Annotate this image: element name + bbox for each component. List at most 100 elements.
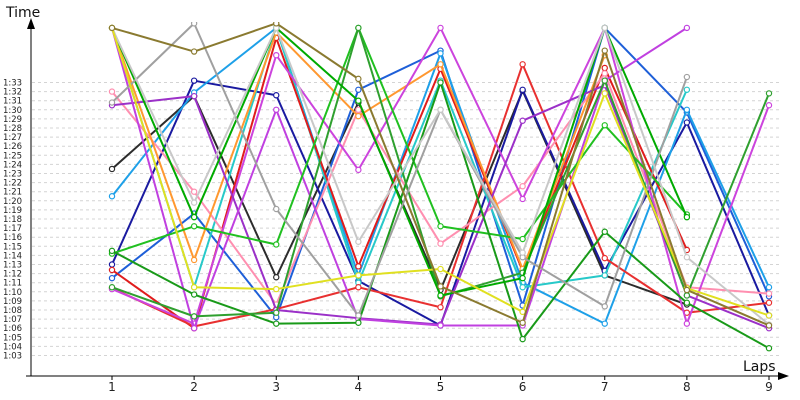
data-point: [601, 24, 608, 32]
data-point: [190, 284, 198, 291]
y-tick-label: 1:28: [3, 124, 22, 134]
y-axis-title: Time: [5, 5, 40, 21]
data-point: [519, 195, 526, 203]
series-line: [108, 22, 691, 319]
x-tick-label: 5: [437, 380, 445, 394]
data-point: [601, 70, 608, 77]
data-point: [519, 183, 526, 190]
x-axis-arrow: [778, 372, 789, 380]
data-point: [765, 312, 773, 319]
data-point: [273, 285, 280, 293]
y-tick-label: 1:20: [3, 197, 22, 207]
series-path: [111, 26, 688, 297]
y-tick-labels: 1:031:041:051:061:071:081:091:101:111:12…: [3, 79, 22, 362]
data-point: [519, 117, 526, 124]
data-point: [519, 335, 526, 343]
data-point: [108, 274, 116, 282]
data-point: [190, 92, 198, 100]
y-tick-label: 1:32: [3, 88, 22, 98]
data-point: [601, 64, 608, 72]
data-point: [601, 228, 608, 235]
data-point: [108, 247, 116, 255]
axes: Time Laps: [5, 5, 789, 380]
data-point: [355, 112, 362, 120]
x-tick-label: 1: [108, 380, 116, 394]
data-point: [765, 345, 773, 352]
data-point: [765, 290, 773, 297]
data-point: [273, 241, 280, 248]
y-tick-label: 1:31: [3, 97, 22, 107]
y-tick-label: 1:22: [3, 179, 22, 189]
data-point: [601, 47, 608, 54]
data-point: [355, 263, 362, 270]
data-point: [519, 249, 526, 256]
data-point: [108, 284, 116, 291]
data-point: [437, 106, 444, 114]
y-tick-label: 1:05: [3, 333, 22, 343]
data-point: [519, 61, 526, 68]
data-point: [601, 254, 608, 262]
data-point: [601, 122, 608, 129]
y-tick-label: 1:23: [3, 170, 22, 180]
series-line: [108, 24, 691, 257]
data-point: [683, 292, 691, 299]
data-point: [519, 284, 526, 291]
y-tick-label: 1:06: [3, 324, 22, 334]
data-point: [355, 75, 362, 83]
data-point: [437, 322, 444, 329]
x-tick-label: 3: [272, 380, 280, 394]
series-path: [111, 26, 688, 255]
data-point: [190, 223, 198, 230]
y-tick-label: 1:16: [3, 233, 22, 243]
y-tick-label: 1:15: [3, 242, 22, 252]
data-point: [601, 320, 608, 327]
y-tick-label: 1:27: [3, 133, 22, 143]
data-point: [190, 22, 198, 27]
data-point: [108, 165, 116, 173]
x-tick-label: 4: [355, 380, 363, 394]
data-point: [765, 322, 773, 329]
series-path: [111, 22, 688, 317]
data-point: [273, 205, 280, 213]
y-tick-label: 1:30: [3, 106, 22, 116]
data-point: [683, 73, 691, 81]
data-point: [108, 24, 116, 32]
data-point: [355, 312, 362, 319]
data-point: [273, 320, 280, 327]
data-point: [437, 223, 444, 230]
series-line: [108, 24, 608, 273]
data-point: [683, 86, 691, 93]
data-point: [355, 97, 362, 104]
y-tick-label: 1:04: [3, 342, 22, 352]
data-point: [519, 235, 526, 243]
data-point: [683, 286, 691, 294]
series-line: [108, 24, 691, 332]
data-point: [765, 90, 773, 97]
x-axis-title: Laps: [743, 359, 776, 375]
data-point: [437, 304, 444, 311]
data-point: [355, 272, 362, 279]
data-point: [108, 266, 116, 274]
data-point: [437, 79, 444, 86]
data-point: [683, 299, 691, 306]
data-point: [108, 193, 116, 200]
data-point: [437, 240, 444, 247]
data-point: [437, 283, 444, 290]
data-point: [273, 309, 280, 316]
data-point: [273, 92, 280, 99]
y-tick-label: 1:25: [3, 151, 22, 161]
x-tick-labels: 1 2 3 4 5 6 7 8 9: [108, 376, 773, 394]
data-point: [190, 256, 198, 264]
data-point: [683, 24, 691, 32]
data-point: [437, 61, 444, 68]
data-point: [601, 303, 608, 310]
y-tick-label: 1:09: [3, 297, 22, 307]
data-point: [519, 86, 526, 93]
data-point: [190, 213, 198, 221]
x-tick-label: 8: [683, 380, 691, 394]
y-tick-label: 1:08: [3, 306, 22, 316]
series-line: [108, 79, 773, 352]
y-tick-label: 1:29: [3, 115, 22, 125]
data-point: [437, 265, 444, 273]
